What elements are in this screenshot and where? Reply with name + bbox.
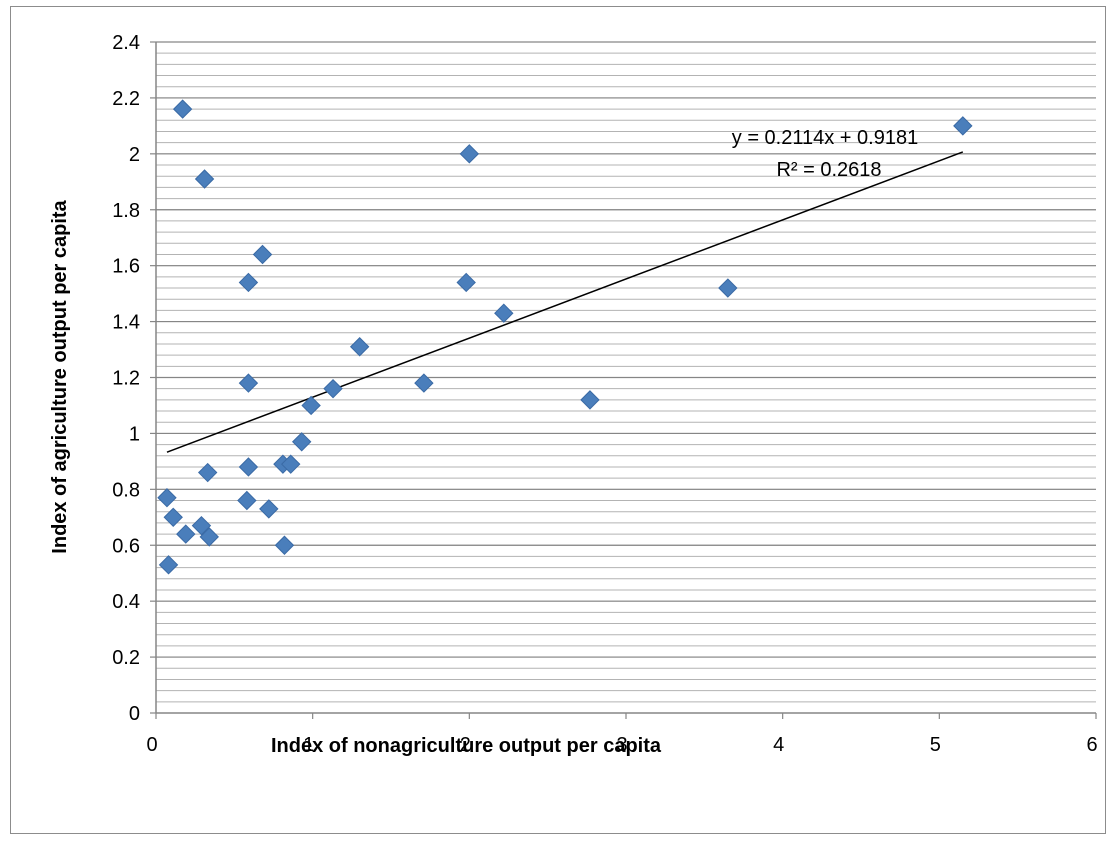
data-point [274,535,295,555]
data-point [459,144,480,164]
data-point [323,378,343,399]
y-tick-label: 1.6 [112,256,140,278]
data-point [580,390,600,410]
data-point [291,432,312,452]
trendline-r-squared: R² = 0.2618 [776,159,881,181]
y-tick-label: 1.4 [112,312,140,334]
trendline-group [166,151,964,453]
data-point [301,395,321,416]
data-point [197,462,218,483]
y-tick-label: 2 [129,144,140,166]
y-tick-label: 0.4 [112,591,140,613]
trendline-equation: y = 0.2114x + 0.9181 [732,127,918,149]
data-point [191,515,212,536]
y-tick-label: 0.2 [112,647,140,669]
x-axis-title: Index of nonagriculture output per capit… [271,735,662,757]
data-point [259,499,279,519]
x-tick-label: 4 [773,734,784,756]
data-point [718,278,738,298]
axes [150,41,1097,719]
x-tick-label: 2 [460,734,471,756]
data-points [157,99,973,575]
data-point [238,373,259,393]
x-tick-label: 6 [1086,734,1097,756]
y-tick-label: 1.2 [112,368,140,390]
data-point [252,244,273,265]
data-point [456,272,476,293]
y-tick-label: 1.8 [112,200,140,222]
data-point [238,272,259,293]
data-point [172,99,193,119]
trendline [166,151,964,453]
data-point [953,116,973,136]
data-point [237,490,257,511]
data-point [238,457,259,477]
data-point [194,169,215,189]
data-point [199,527,219,547]
data-point [281,454,301,474]
x-tick-label: 3 [616,734,627,756]
data-point [176,524,196,544]
y-tick-label: 2.4 [112,32,140,54]
y-axis-title: Index of agriculture output per capita [49,199,71,553]
data-point [494,303,514,323]
x-tick-label: 5 [930,734,941,756]
y-tick-label: 0 [129,703,140,725]
x-tick-label: 0 [146,734,157,756]
y-tick-label: 2.2 [112,88,140,110]
x-tick-labels: 0 1 2 3 4 5 6 [146,734,1097,756]
data-point [163,507,183,527]
y-tick-label: 0.8 [112,479,140,501]
data-point [349,337,370,357]
data-point [414,373,434,393]
x-tick-label: 1 [303,734,314,756]
chart-frame [10,6,1106,834]
y-tick-label: 1 [129,423,140,445]
grid [156,41,1096,703]
data-point [157,488,177,508]
data-point [158,555,179,575]
y-tick-label: 0.6 [112,535,140,557]
y-tick-labels: 0 0.2 0.4 0.6 0.8 1 1.2 1.4 1.6 1.8 2 2.2 2.4 [112,32,140,725]
